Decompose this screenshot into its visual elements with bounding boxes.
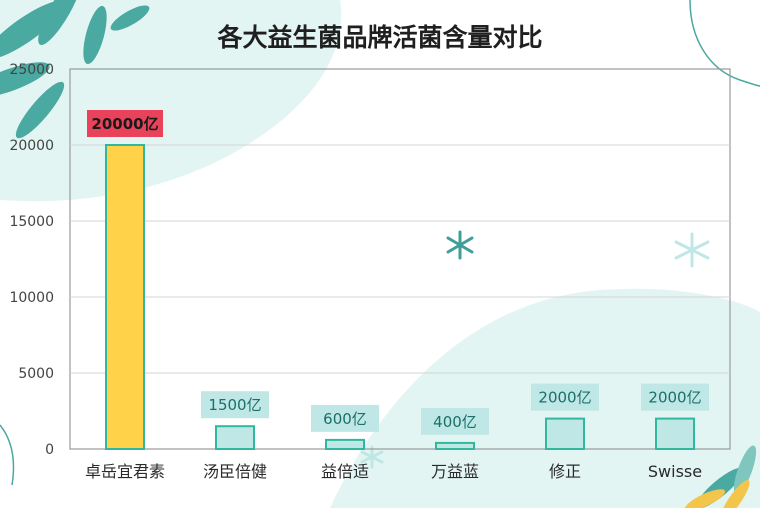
x-tick-label: 益倍适	[321, 462, 369, 481]
data-label: 2000亿	[648, 389, 701, 407]
data-label-box	[201, 391, 269, 419]
x-tick-label: Swisse	[648, 462, 702, 481]
x-tick-label: 汤臣倍健	[203, 462, 267, 481]
data-label-box	[311, 404, 379, 432]
data-label: 600亿	[323, 410, 367, 428]
bar	[435, 441, 475, 451]
line-doodle-top-right	[689, 0, 760, 87]
data-label-box	[531, 383, 599, 411]
data-label-box	[641, 383, 709, 411]
y-tick-label: 25000	[9, 62, 54, 78]
bar	[655, 417, 695, 451]
chart-title: 各大益生菌品牌活菌含量对比	[217, 23, 543, 52]
data-label-box	[421, 407, 489, 435]
data-label: 2000亿	[538, 389, 591, 407]
data-label: 1500亿	[208, 396, 261, 414]
plot-frame	[69, 68, 731, 450]
y-tick-label: 10000	[9, 290, 54, 306]
y-tick-label: 0	[45, 442, 54, 458]
bar	[105, 144, 145, 450]
x-tick-label: 卓岳宜君素	[85, 462, 165, 481]
line-doodle-bottom-left	[0, 424, 15, 486]
x-tick-label: 修正	[549, 462, 581, 481]
leaf-cluster-bottom-right	[684, 445, 757, 508]
y-tick-label: 20000	[9, 138, 54, 154]
leaf-cluster-top-left	[0, 0, 150, 139]
sparkle-teal	[446, 230, 474, 260]
x-tick-label: 万益蓝	[431, 462, 479, 481]
bar	[545, 417, 585, 451]
data-label: 400亿	[433, 413, 477, 431]
bar	[215, 425, 255, 451]
data-label-box	[87, 110, 163, 137]
y-tick-label: 15000	[9, 214, 54, 230]
bar	[325, 438, 365, 451]
y-tick-label: 5000	[18, 366, 54, 382]
sparkle-light	[360, 232, 710, 469]
data-label: 20000亿	[91, 115, 158, 133]
